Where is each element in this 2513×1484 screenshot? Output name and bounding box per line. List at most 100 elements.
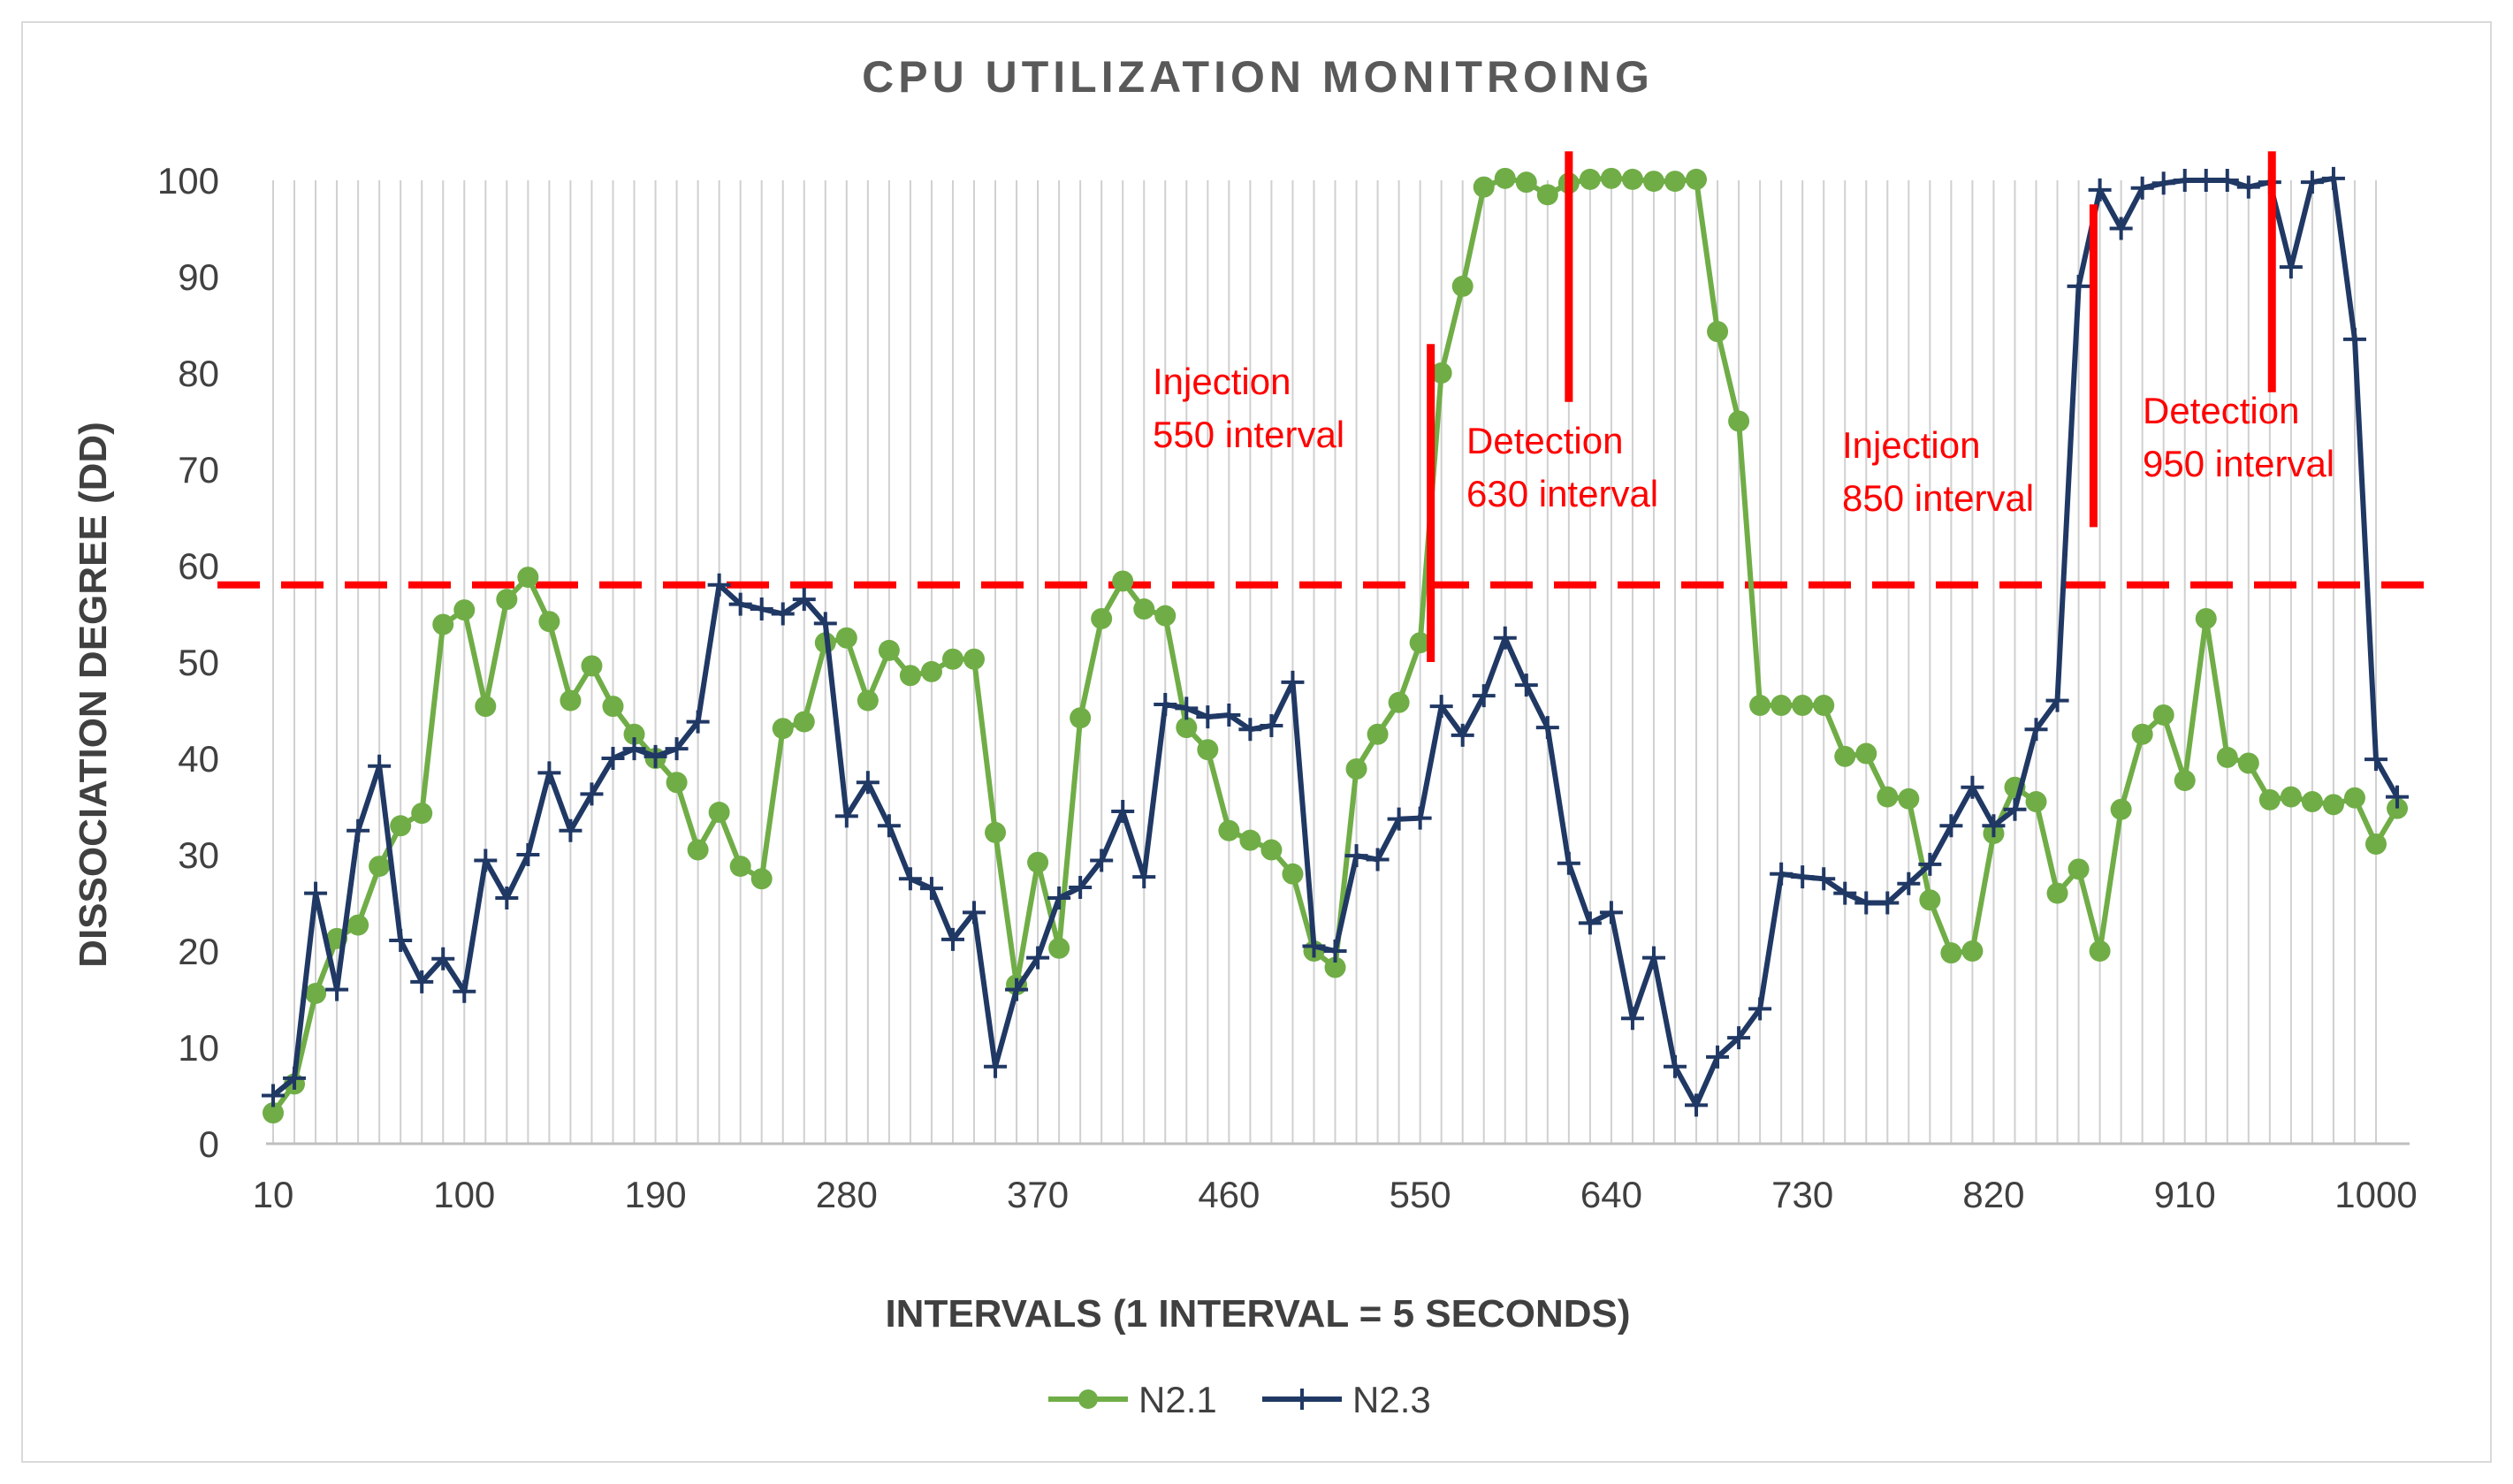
point-n23 [792,588,816,612]
x-tick-label: 190 [625,1174,687,1215]
point-n23 [2024,718,2048,742]
point-n21 [1154,605,1177,627]
point-n21 [453,599,476,621]
point-n21 [1919,889,1941,911]
point-n23 [1493,626,1517,650]
point-n21 [2131,723,2153,745]
point-n23 [1217,703,1241,727]
y-tick-label: 40 [178,738,219,780]
y-tick-label: 20 [178,931,219,972]
series-markers-n23 [262,166,2410,1117]
point-n21 [1940,942,1962,964]
point-n23 [1514,674,1538,697]
point-n23 [389,929,413,953]
point-n21 [1877,786,1899,808]
point-n21 [1367,723,1389,745]
point-n23 [834,804,858,828]
chart-title: CPU UTILIZATION MONITROING [862,52,1654,102]
tick-labels: 0 10 20 30 40 50 60 70 80 90 100 10 100 190 280 370 460 5… [157,160,2418,1215]
point-n21 [1664,171,1686,193]
point-n23 [2342,327,2366,351]
point-n23 [516,843,540,866]
point-n21 [1409,632,1431,654]
point-n23 [1238,718,1262,742]
point-n23 [1408,806,1432,830]
point-n21 [1536,184,1558,206]
point-n23 [1047,887,1071,910]
y-tick-label: 30 [178,834,219,876]
point-n23 [750,597,773,621]
point-n23 [1366,848,1390,871]
point-n23 [2045,689,2069,712]
point-n23 [1175,696,1199,720]
point-n23 [963,901,986,925]
point-n21 [2216,746,2238,768]
point-n23 [1770,862,1793,886]
legend-item-n23[interactable]: N2.3 [1262,1379,1431,1420]
point-n23 [2386,785,2410,809]
point-n23 [1961,775,1984,799]
point-n23 [2279,255,2303,279]
point-n21 [475,696,497,718]
y-axis-title: DISSOCIATION DEGREE (DD) [72,422,115,968]
point-n23 [2321,166,2345,190]
point-n23 [1727,1026,1751,1050]
point-n21 [2322,794,2344,816]
point-n21 [1728,410,1750,432]
point-n21 [1621,168,1643,190]
y-tick-label: 10 [178,1027,219,1069]
point-n21 [1855,742,1877,765]
annotation-label: 950 interval [2143,443,2334,484]
point-n23 [813,612,837,635]
legend-item-n21[interactable]: N2.1 [1048,1379,1217,1420]
point-n23 [1472,684,1496,708]
point-n23 [559,818,583,842]
point-n21 [687,839,709,861]
point-n23 [1387,807,1411,831]
point-n23 [1748,997,1772,1021]
point-n21 [411,803,433,825]
point-n23 [665,737,689,761]
point-n23 [1090,849,1114,872]
point-n21 [1176,717,1198,739]
annotation-label: Injection [1842,424,1980,466]
point-n23 [1897,871,1921,895]
point-n21 [2280,786,2302,808]
point-n23 [1323,940,1347,963]
series-markers-n21 [263,167,2409,1124]
point-n23 [1641,946,1665,970]
y-tick-label: 100 [157,160,219,202]
point-n23 [643,744,667,768]
point-n21 [1197,739,1219,761]
point-n21 [623,723,645,745]
point-n21 [708,802,730,824]
point-n23 [898,867,922,891]
point-n21 [369,856,391,878]
point-n21 [878,639,900,661]
point-n23 [1664,1054,1687,1078]
x-tick-label: 550 [1390,1174,1451,1215]
annotation-label: Injection [1153,361,1291,402]
point-n23 [1620,1007,1644,1031]
point-n23 [1069,876,1093,900]
point-n21 [263,1102,284,1124]
point-n23 [368,754,392,778]
x-tick-label: 640 [1580,1174,1642,1215]
point-n23 [1111,799,1135,823]
point-n21 [1218,819,1240,841]
point-n23 [622,737,646,761]
point-n23 [1154,692,1177,716]
point-n21 [1091,607,1113,629]
point-n23 [2067,274,2090,298]
point-n21 [1112,570,1134,592]
x-tick-label: 10 [253,1174,294,1215]
annotation-layer: Injection 550 interval Detection 630 interv… [1153,151,2334,662]
point-n21 [899,665,921,687]
x-tick-label: 280 [816,1174,878,1215]
point-n21 [985,821,1007,843]
y-tick-label: 0 [199,1123,219,1165]
legend: N2.1 N2.3 [1048,1379,1431,1420]
point-n23 [1196,705,1220,729]
point-n23 [1599,901,1623,925]
point-n21 [2089,940,2111,962]
